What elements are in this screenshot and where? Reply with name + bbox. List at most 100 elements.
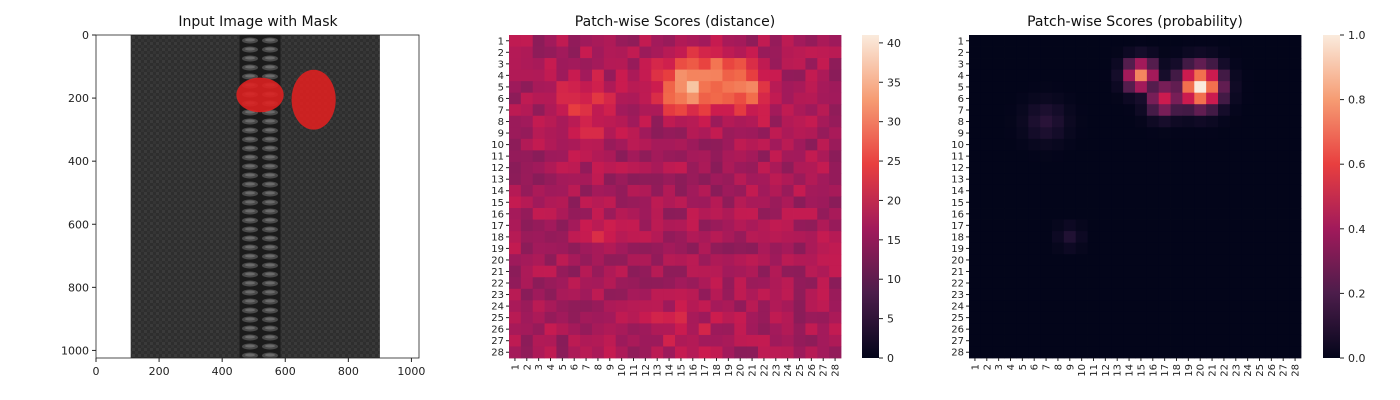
heatmap-cell xyxy=(1063,334,1077,347)
heatmap-cell xyxy=(1170,277,1183,290)
heatmap-cell xyxy=(1111,150,1124,163)
heatmap-cell xyxy=(544,69,557,82)
heatmap-cell xyxy=(1241,300,1254,313)
heatmap-cell xyxy=(1146,150,1160,163)
heatmap-cell xyxy=(1146,300,1160,313)
heatmap-cell xyxy=(781,138,794,151)
heatmap-cell xyxy=(1040,138,1053,151)
heatmap-cell xyxy=(1253,81,1266,94)
colorbar-tick-label: 0.8 xyxy=(1348,94,1366,107)
heatmap-cell xyxy=(1241,208,1254,220)
heatmap-cell xyxy=(520,311,534,324)
heatmap-cell xyxy=(639,277,652,290)
heatmap-cell xyxy=(1265,323,1278,336)
heatmap-cell xyxy=(532,300,545,313)
heatmap-cell xyxy=(992,254,1005,267)
heatmap-cell xyxy=(1123,184,1136,197)
heatmap-cell xyxy=(544,196,557,209)
heatmap-cell xyxy=(1206,138,1219,151)
heatmap-cell xyxy=(1229,46,1243,59)
heatmap-cell xyxy=(793,104,806,117)
row-tick-label: 3 xyxy=(958,59,964,70)
heatmap-cell xyxy=(1146,58,1160,71)
heatmap-cell xyxy=(532,346,545,359)
heatmap-cell xyxy=(615,184,628,197)
heatmap-cell xyxy=(1075,81,1088,94)
heatmap-cell xyxy=(769,288,783,301)
heatmap-cell xyxy=(675,104,688,117)
heatmap-cell xyxy=(793,300,806,313)
heatmap-cell xyxy=(698,231,711,244)
heatmap-cell xyxy=(1277,69,1290,82)
heatmap-cell xyxy=(627,138,640,151)
heatmap-cell xyxy=(1004,277,1017,290)
heatmap-cell xyxy=(520,104,534,117)
heatmap-cell xyxy=(651,58,664,71)
colorbar-tick-label: 10 xyxy=(887,273,901,286)
heatmap-cell xyxy=(1170,265,1183,278)
heatmap-cell xyxy=(568,173,581,186)
heatmap-cell xyxy=(1028,92,1041,105)
heatmap-cell xyxy=(1218,242,1231,255)
heatmap-cell xyxy=(1004,334,1017,347)
col-tick-label: 2 xyxy=(982,364,993,370)
heatmap-cell xyxy=(1040,254,1053,267)
heatmap-cell xyxy=(1277,242,1290,255)
heatmap-cell xyxy=(710,196,723,209)
heatmap-cell xyxy=(544,58,557,71)
heatmap-cell xyxy=(1241,219,1254,232)
heatmap-cell xyxy=(1063,254,1077,267)
mask-defect-left xyxy=(236,77,284,113)
heatmap-cell xyxy=(734,311,747,324)
heatmap-cell xyxy=(580,46,593,59)
heatmap-cell xyxy=(992,242,1005,255)
heatmap-cell xyxy=(615,242,628,255)
heatmap-cell xyxy=(817,254,830,267)
heatmap-cell xyxy=(615,265,628,278)
heatmap-cell xyxy=(1253,173,1266,186)
heatmap-cell xyxy=(663,127,676,140)
heatmap-cell xyxy=(556,208,569,220)
heatmap-cell xyxy=(544,81,557,94)
heatmap-cell xyxy=(698,265,711,278)
heatmap-cell xyxy=(698,104,711,117)
heatmap-cell xyxy=(1206,265,1219,278)
heatmap-cell xyxy=(1099,161,1112,174)
heatmap-cell xyxy=(592,184,605,197)
heatmap-cell xyxy=(1277,150,1290,163)
heatmap-cell xyxy=(1158,265,1171,278)
heatmap-cell xyxy=(758,184,771,197)
row-tick-label: 12 xyxy=(951,163,964,174)
heatmap-cell xyxy=(969,150,982,163)
heatmap-cell xyxy=(1253,346,1266,359)
row-tick-label: 2 xyxy=(498,48,504,59)
heatmap-cell xyxy=(592,242,605,255)
heatmap-cell xyxy=(1111,138,1124,151)
heatmap-cell xyxy=(1135,231,1148,244)
distance-heatmap-cells xyxy=(509,35,842,359)
colorbar-tick-label: 25 xyxy=(887,155,901,168)
heatmap-cell xyxy=(1182,115,1195,128)
heatmap-cell xyxy=(817,196,830,209)
heatmap-cell xyxy=(992,288,1005,301)
heatmap-cell xyxy=(1087,173,1100,186)
heatmap-cell xyxy=(746,138,759,151)
heatmap-cell xyxy=(710,104,723,117)
heatmap-cell xyxy=(1265,69,1278,82)
heatmap-cell xyxy=(639,265,652,278)
heatmap-cell xyxy=(568,288,581,301)
heatmap-cell xyxy=(651,277,664,290)
row-tick-label: 5 xyxy=(958,82,964,93)
heatmap-cell xyxy=(639,138,652,151)
heatmap-cell xyxy=(1087,219,1100,232)
heatmap-cell xyxy=(1206,69,1219,82)
heatmap-cell xyxy=(1241,173,1254,186)
heatmap-cell xyxy=(1135,288,1148,301)
heatmap-cell xyxy=(1170,323,1183,336)
heatmap-cell xyxy=(793,219,806,232)
heatmap-cell xyxy=(1229,219,1243,232)
heatmap-cell xyxy=(639,92,652,105)
heatmap-cell xyxy=(1206,161,1219,174)
heatmap-cell xyxy=(532,35,545,47)
heatmap-cell xyxy=(722,242,735,255)
